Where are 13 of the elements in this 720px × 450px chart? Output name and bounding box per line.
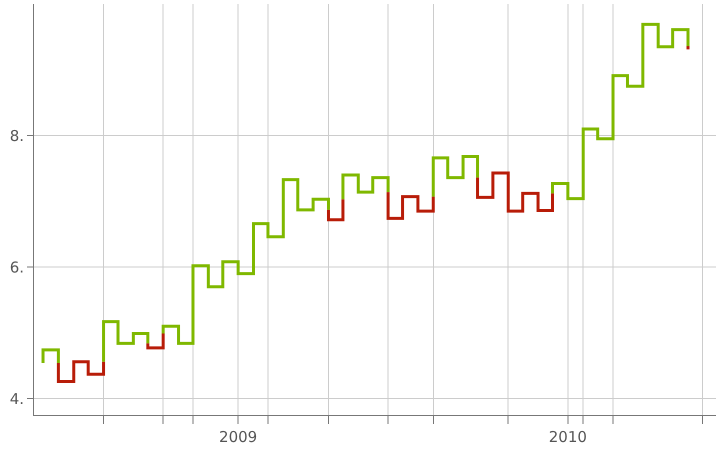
y-tick-label: 8. xyxy=(10,126,24,145)
line-series xyxy=(551,22,690,200)
x-tick-label: 2009 xyxy=(219,428,258,446)
line-series xyxy=(56,360,106,383)
line-series xyxy=(476,172,554,213)
line-series xyxy=(432,155,480,198)
line-series xyxy=(162,178,330,345)
y-tick-label: 6. xyxy=(10,258,24,276)
line-series xyxy=(386,190,435,220)
line-series xyxy=(341,173,390,201)
line-series xyxy=(102,320,150,364)
y-tick-label: 4. xyxy=(10,390,24,408)
x-tick-label: 2010 xyxy=(548,428,587,446)
